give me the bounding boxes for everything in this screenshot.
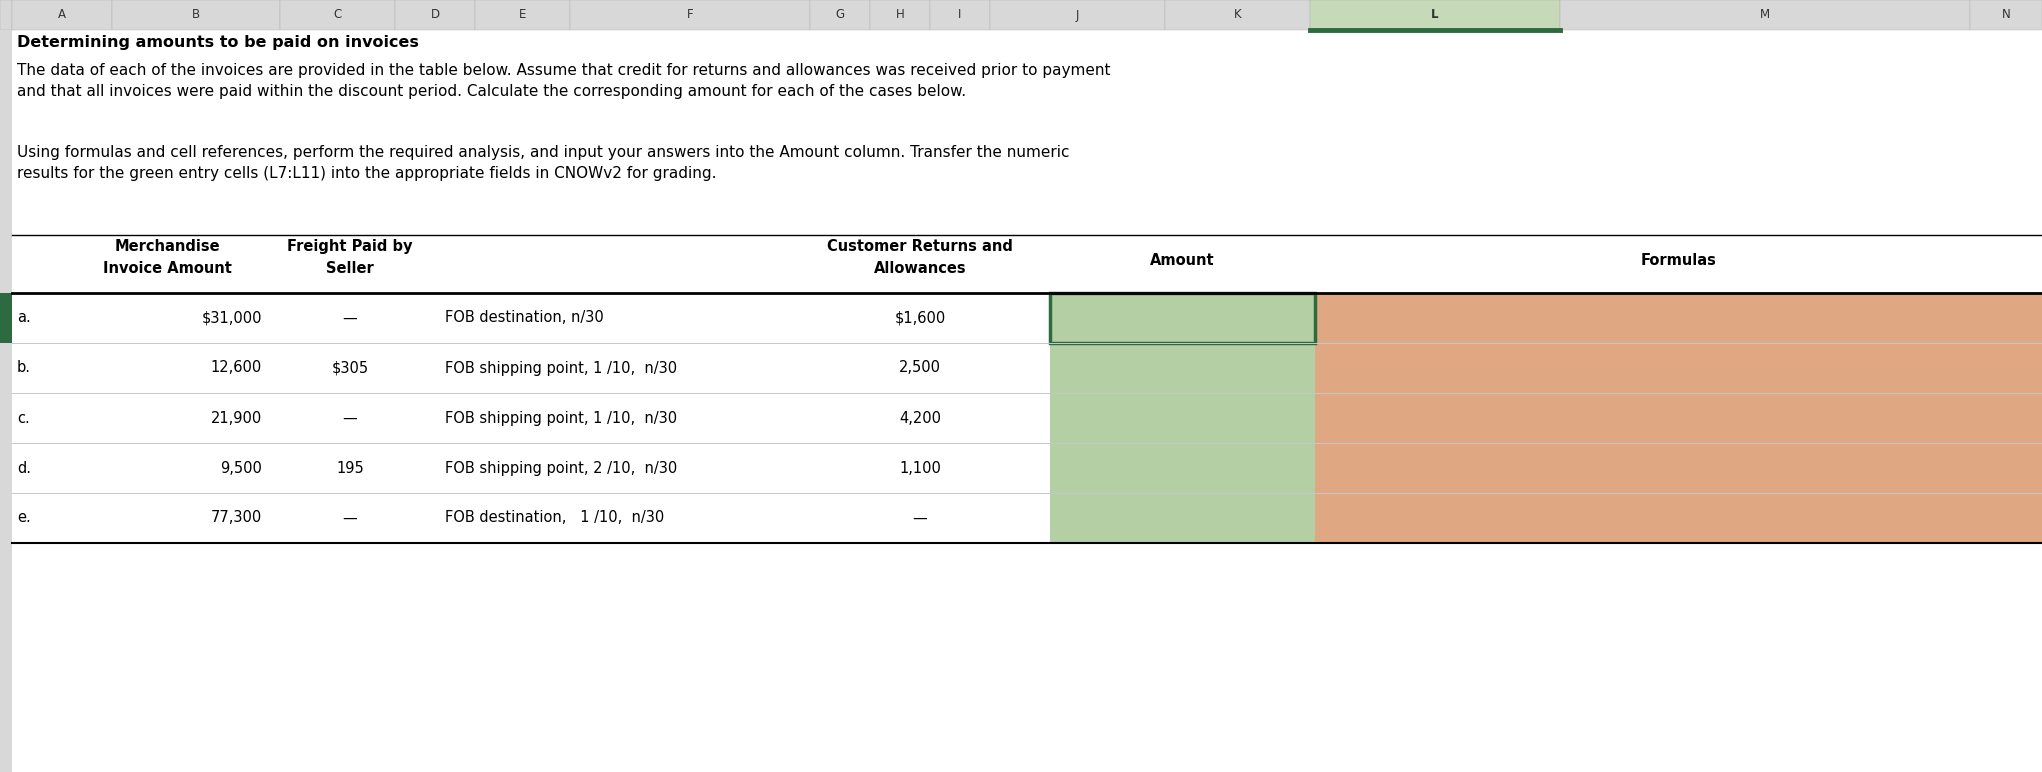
Bar — [1315, 443, 2042, 493]
Text: L: L — [1431, 8, 1440, 22]
Text: Amount: Amount — [1150, 253, 1215, 268]
Text: The data of each of the invoices are provided in the table below. Assume that cr: The data of each of the invoices are pro… — [16, 63, 1111, 99]
Text: Invoice Amount: Invoice Amount — [102, 261, 233, 276]
Text: $305: $305 — [331, 361, 368, 375]
Text: J: J — [1076, 8, 1078, 22]
Text: Formulas: Formulas — [1640, 253, 1717, 268]
Bar — [1050, 443, 1315, 493]
Text: Seller: Seller — [327, 261, 374, 276]
Bar — [280, 0, 394, 30]
Text: FOB shipping point, 1 /10,  n/30: FOB shipping point, 1 /10, n/30 — [445, 361, 678, 375]
Text: d.: d. — [16, 461, 31, 476]
Bar — [1315, 343, 2042, 393]
Text: —: — — [343, 510, 357, 526]
Text: 77,300: 77,300 — [210, 510, 261, 526]
Text: 195: 195 — [337, 461, 363, 476]
Text: Using formulas and cell references, perform the required analysis, and input you: Using formulas and cell references, perf… — [16, 145, 1070, 181]
Text: —: — — [343, 411, 357, 425]
Text: c.: c. — [16, 411, 31, 425]
Text: 4,200: 4,200 — [898, 411, 941, 425]
Text: 9,500: 9,500 — [221, 461, 261, 476]
Text: E: E — [519, 8, 527, 22]
Bar — [1315, 493, 2042, 543]
Text: FOB destination,   1 /10,  n/30: FOB destination, 1 /10, n/30 — [445, 510, 664, 526]
Bar — [570, 0, 811, 30]
Text: A: A — [57, 8, 65, 22]
Bar — [1050, 393, 1315, 443]
Text: FOB destination, n/30: FOB destination, n/30 — [445, 310, 604, 326]
Text: b.: b. — [16, 361, 31, 375]
Text: H: H — [896, 8, 905, 22]
Text: K: K — [1233, 8, 1242, 22]
Text: $1,600: $1,600 — [894, 310, 945, 326]
Bar — [1560, 0, 1971, 30]
Bar — [112, 0, 280, 30]
Text: I: I — [958, 8, 962, 22]
Bar — [1050, 293, 1315, 343]
Text: B: B — [192, 8, 200, 22]
Bar — [476, 0, 570, 30]
Bar — [990, 0, 1166, 30]
Text: FOB shipping point, 1 /10,  n/30: FOB shipping point, 1 /10, n/30 — [445, 411, 678, 425]
Bar — [1315, 293, 2042, 343]
Bar — [0, 293, 12, 343]
Text: e.: e. — [16, 510, 31, 526]
Bar — [12, 0, 112, 30]
Bar — [1050, 343, 1315, 393]
Text: $31,000: $31,000 — [202, 310, 261, 326]
Bar — [1050, 293, 1315, 343]
Text: Customer Returns and: Customer Returns and — [827, 239, 1013, 254]
Text: C: C — [333, 8, 341, 22]
Text: FOB shipping point, 2 /10,  n/30: FOB shipping point, 2 /10, n/30 — [445, 461, 678, 476]
Text: 21,900: 21,900 — [210, 411, 261, 425]
Bar — [870, 0, 929, 30]
Text: 1,100: 1,100 — [898, 461, 941, 476]
Text: Determining amounts to be paid on invoices: Determining amounts to be paid on invoic… — [16, 35, 419, 50]
Text: F: F — [686, 8, 694, 22]
Text: —: — — [343, 310, 357, 326]
Bar — [0, 30, 12, 772]
Bar — [1311, 0, 1560, 30]
Text: Allowances: Allowances — [874, 261, 966, 276]
Bar — [0, 0, 12, 30]
Text: G: G — [835, 8, 845, 22]
Text: 2,500: 2,500 — [898, 361, 941, 375]
Text: N: N — [2001, 8, 2011, 22]
Text: 12,600: 12,600 — [210, 361, 261, 375]
Bar — [1971, 0, 2042, 30]
Bar — [811, 0, 870, 30]
Bar — [1166, 0, 1311, 30]
Text: D: D — [431, 8, 439, 22]
Text: a.: a. — [16, 310, 31, 326]
Bar — [1315, 393, 2042, 443]
Text: M: M — [1760, 8, 1770, 22]
Bar — [394, 0, 476, 30]
Bar — [1050, 493, 1315, 543]
Text: Freight Paid by: Freight Paid by — [288, 239, 412, 254]
Text: —: — — [913, 510, 927, 526]
Bar — [929, 0, 990, 30]
Text: Merchandise: Merchandise — [114, 239, 221, 254]
